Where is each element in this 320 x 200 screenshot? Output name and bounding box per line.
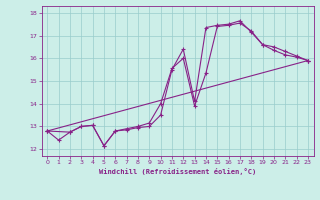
X-axis label: Windchill (Refroidissement éolien,°C): Windchill (Refroidissement éolien,°C) — [99, 168, 256, 175]
